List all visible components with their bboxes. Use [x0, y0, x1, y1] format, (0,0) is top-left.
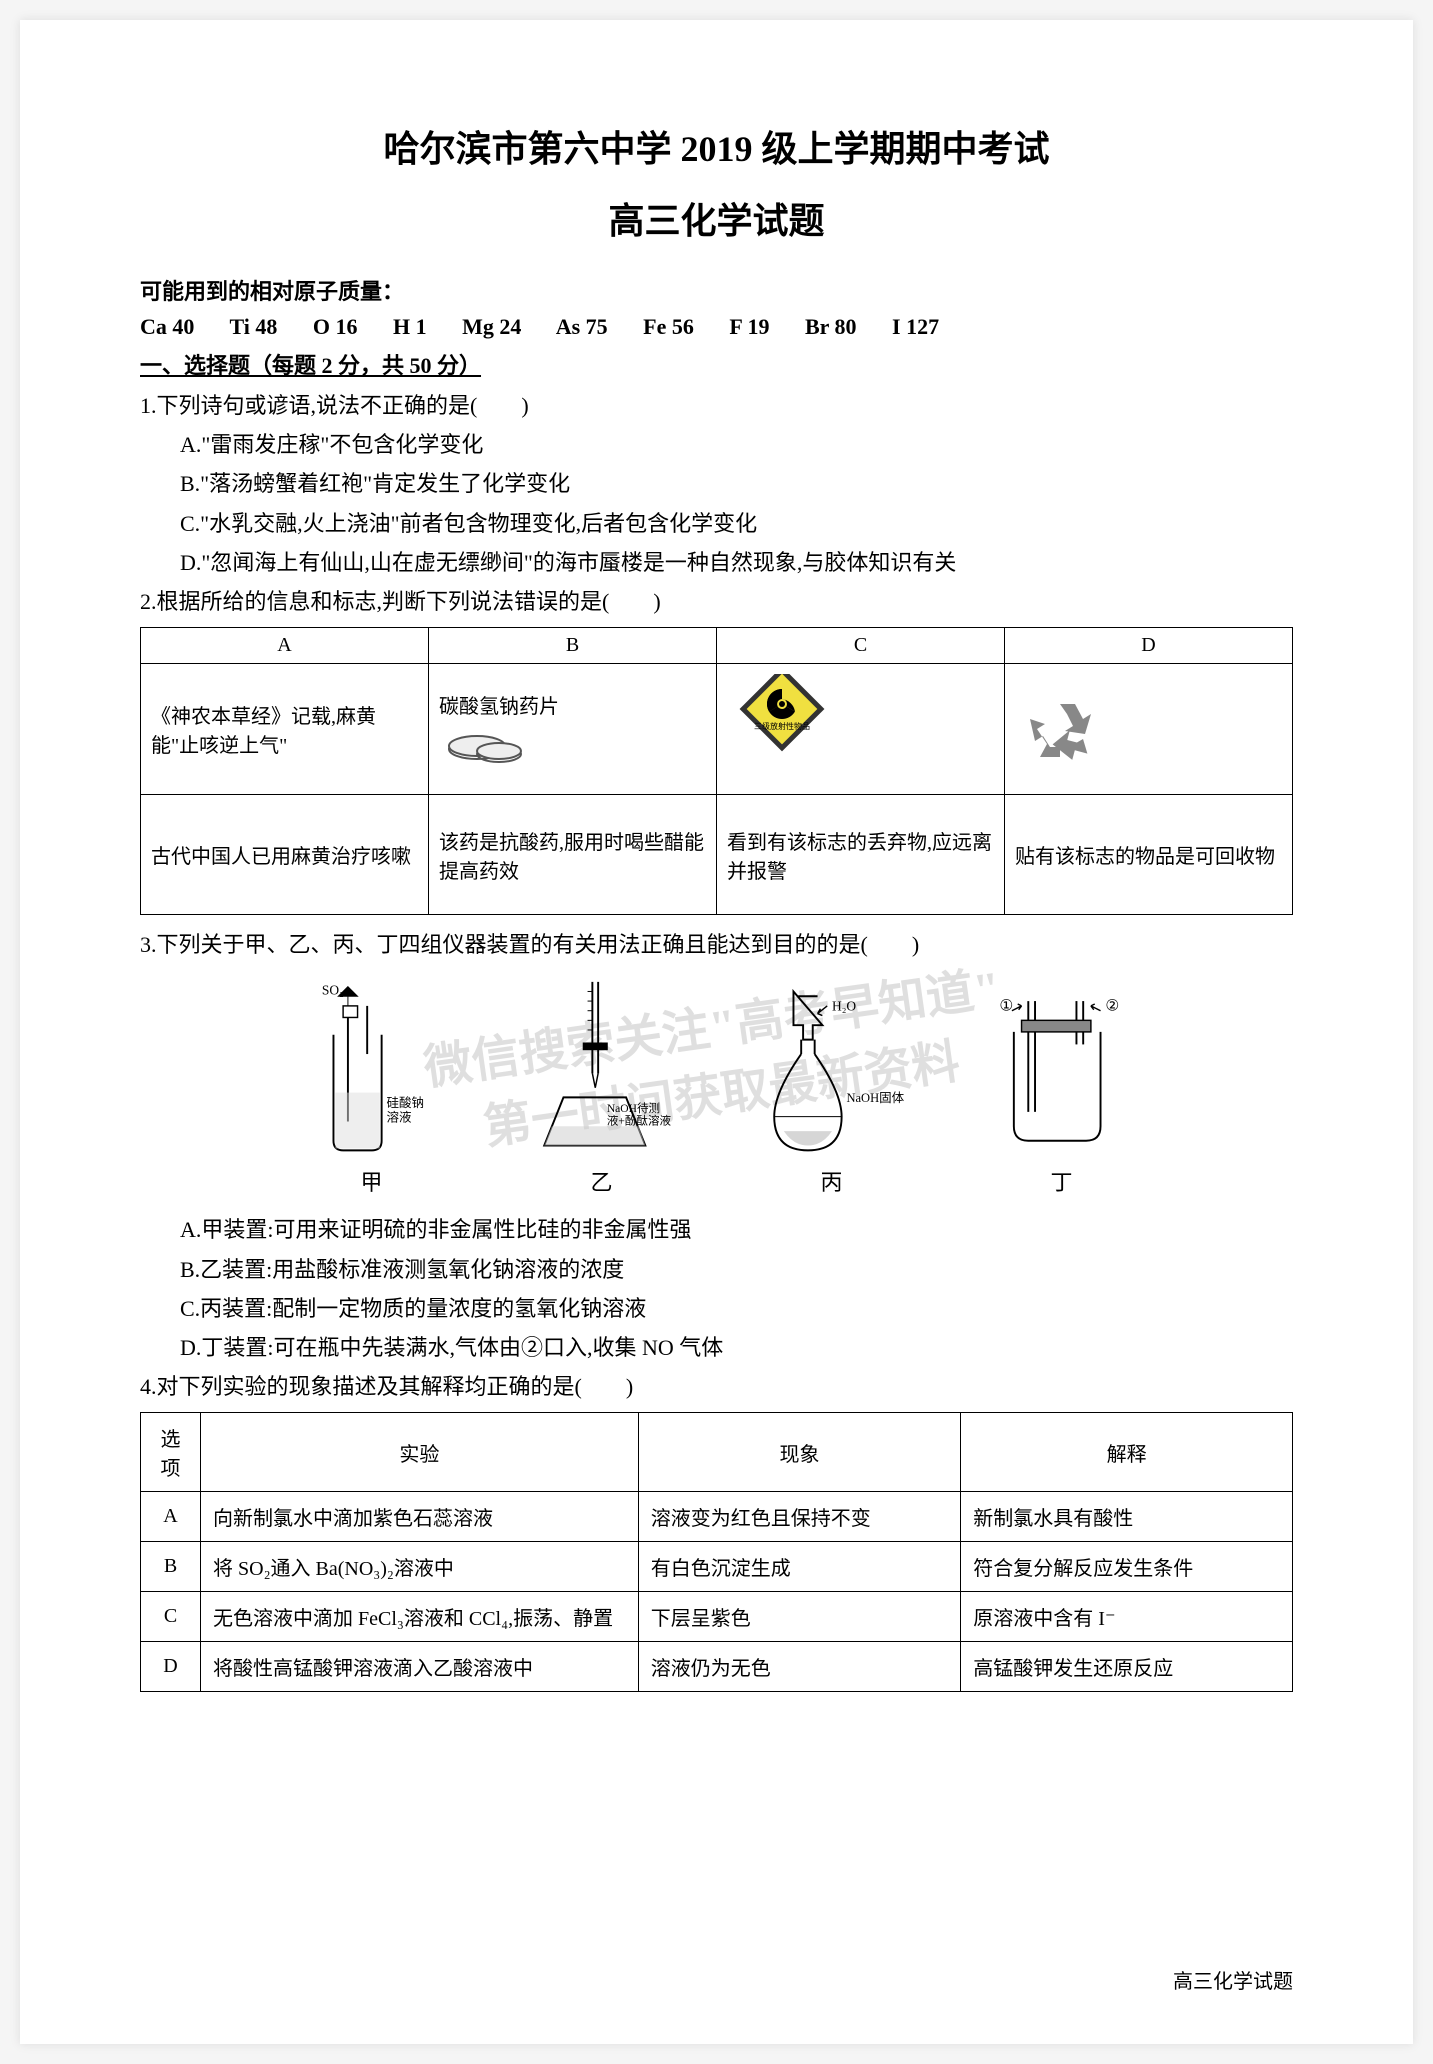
- q2-stem: 2.根据所给的信息和标志,判断下列说法错误的是( ): [140, 584, 1293, 619]
- q1-option-b: B."落汤螃蟹着红袍"肯定发生了化学变化: [180, 466, 1293, 501]
- exam-page: 哈尔滨市第六中学 2019 级上学期期中考试 高三化学试题 可能用到的相对原子质…: [20, 20, 1413, 2044]
- svg-text:溶液: 溶液: [386, 1111, 412, 1125]
- page-footer: 高三化学试题: [1173, 1965, 1293, 1994]
- q4-d-phen: 溶液仍为无色: [638, 1642, 961, 1692]
- svg-text:硅酸钠: 硅酸钠: [386, 1096, 424, 1110]
- q2-r2-d: 贴有该标志的物品是可回收物: [1005, 795, 1293, 915]
- mass-mg: Mg 24: [462, 314, 521, 339]
- q4-d-exp: 将酸性高锰酸钾溶液滴入乙酸溶液中: [201, 1642, 639, 1692]
- q2-header-a: A: [141, 628, 429, 664]
- svg-text:液+酚酞溶液: 液+酚酞溶液: [606, 1114, 671, 1128]
- diagram-ding-label: 丁: [1050, 1165, 1072, 1197]
- atomic-mass-label: 可能用到的相对原子质量：: [140, 274, 1293, 306]
- q1-stem: 1.下列诗句或谚语,说法不正确的是( ): [140, 388, 1293, 423]
- q2-table: A B C D 《神农本草经》记载,麻黄能"止咳逆上气" 碳酸氢钠药片: [140, 627, 1293, 915]
- q2-r2-c: 看到有该标志的丢弃物,应远离并报警: [717, 795, 1005, 915]
- q3-option-b: B.乙装置:用盐酸标准液测氢氧化钠溶液的浓度: [180, 1252, 1293, 1287]
- q4-stem: 4.对下列实验的现象描述及其解释均正确的是( ): [140, 1369, 1293, 1404]
- section-1-header: 一、选择题（每题 2 分，共 50 分）: [140, 348, 1293, 380]
- q2-r1-d: [1005, 664, 1293, 795]
- q4-b-expl: 符合复分解反应发生条件: [961, 1542, 1293, 1592]
- mass-h: H 1: [393, 314, 427, 339]
- q4-table: 选项 实验 现象 解释 A 向新制氯水中滴加紫色石蕊溶液 溶液变为红色且保持不变…: [140, 1412, 1293, 1692]
- q3-diagrams: SO₂ 硅酸钠 溶液 甲: [140, 977, 1293, 1197]
- q4-h-phen: 现象: [638, 1413, 961, 1492]
- main-title: 哈尔滨市第六中学 2019 级上学期期中考试: [140, 120, 1293, 172]
- q3-option-d: D.丁装置:可在瓶中先装满水,气体由②口入,收集 NO 气体: [180, 1330, 1293, 1365]
- q4-c-expl: 原溶液中含有 I⁻: [961, 1592, 1293, 1642]
- mass-f: F 19: [729, 314, 769, 339]
- q2-r2-a: 古代中国人已用麻黄治疗咳嗽: [141, 795, 429, 915]
- q4-h-expl: 解释: [961, 1413, 1293, 1492]
- mass-o: O 16: [313, 314, 358, 339]
- q4-c-phen: 下层呈紫色: [638, 1592, 961, 1642]
- svg-text:①: ①: [999, 998, 1013, 1015]
- q1-option-c: C."水乳交融,火上浇油"前者包含物理变化,后者包含化学变化: [180, 506, 1293, 541]
- diagram-bing-label: 丙: [820, 1165, 842, 1197]
- q1-option-d: D."忽闻海上有仙山,山在虚无缥缈间"的海市蜃楼是一种自然现象,与胶体知识有关: [180, 545, 1293, 580]
- q4-h-opt: 选项: [141, 1413, 201, 1492]
- q2-header-b: B: [429, 628, 717, 664]
- mass-ca: Ca 40: [140, 314, 194, 339]
- svg-text:NaOH待测: NaOH待测: [606, 1101, 659, 1115]
- diagram-jia-label: 甲: [360, 1165, 382, 1197]
- q2-r1-c: 三级放射性物品: [717, 664, 1005, 795]
- mass-br: Br 80: [805, 314, 857, 339]
- q4-d-opt: D: [141, 1642, 201, 1692]
- subtitle: 高三化学试题: [140, 192, 1293, 244]
- q4-a-exp: 向新制氯水中滴加紫色石蕊溶液: [201, 1492, 639, 1542]
- q2-r1-b: 碳酸氢钠药片: [429, 664, 717, 795]
- q4-c-exp: 无色溶液中滴加 FeCl₃溶液和 CCl₄,振荡、静置: [201, 1592, 639, 1642]
- diagram-jia: SO₂ 硅酸钠 溶液 甲: [282, 977, 462, 1197]
- q4-d-expl: 高锰酸钾发生还原反应: [961, 1642, 1293, 1692]
- q2-header-c: C: [717, 628, 1005, 664]
- diagram-bing: H₂O NaOH固体 丙: [742, 977, 922, 1197]
- mass-as: As 75: [556, 314, 608, 339]
- svg-text:②: ②: [1105, 998, 1119, 1015]
- q3-option-c: C.丙装置:配制一定物质的量浓度的氢氧化钠溶液: [180, 1291, 1293, 1326]
- q3-option-a: A.甲装置:可用来证明硫的非金属性比硅的非金属性强: [180, 1212, 1293, 1247]
- q4-b-exp: 将 SO₂通入 Ba(NO₃)₂溶液中: [201, 1542, 639, 1592]
- q2-header-d: D: [1005, 628, 1293, 664]
- q2-r1-b-text: 碳酸氢钠药片: [439, 690, 706, 719]
- radioactive-icon: 三级放射性物品: [727, 674, 837, 784]
- diagram-yi-label: 乙: [590, 1165, 612, 1197]
- q2-r1-a: 《神农本草经》记载,麻黄能"止咳逆上气": [141, 664, 429, 795]
- q4-a-phen: 溶液变为红色且保持不变: [638, 1492, 961, 1542]
- q4-b-opt: B: [141, 1542, 201, 1592]
- mass-fe: Fe 56: [643, 314, 694, 339]
- q3-stem: 3.下列关于甲、乙、丙、丁四组仪器装置的有关用法正确且能达到目的的是( ): [140, 927, 1293, 962]
- atomic-mass-values: Ca 40 Ti 48 O 16 H 1 Mg 24 As 75 Fe 56 F…: [140, 314, 1293, 340]
- svg-text:三级放射性物品: 三级放射性物品: [754, 721, 810, 731]
- recycle-icon: [1015, 684, 1115, 774]
- q4-b-phen: 有白色沉淀生成: [638, 1542, 961, 1592]
- mass-ti: Ti 48: [230, 314, 278, 339]
- svg-text:H₂O: H₂O: [832, 999, 856, 1014]
- q4-a-opt: A: [141, 1492, 201, 1542]
- q4-h-exp: 实验: [201, 1413, 639, 1492]
- diagram-ding: ① ② 丁: [972, 977, 1152, 1197]
- q1-option-a: A."雷雨发庄稼"不包含化学变化: [180, 427, 1293, 462]
- svg-text:NaOH固体: NaOH固体: [846, 1092, 904, 1106]
- pill-icon: [439, 719, 529, 769]
- q4-a-expl: 新制氯水具有酸性: [961, 1492, 1293, 1542]
- mass-i: I 127: [892, 314, 939, 339]
- q2-r2-b: 该药是抗酸药,服用时喝些醋能提高药效: [429, 795, 717, 915]
- q4-c-opt: C: [141, 1592, 201, 1642]
- diagram-yi: NaOH待测 液+酚酞溶液 乙: [512, 977, 692, 1197]
